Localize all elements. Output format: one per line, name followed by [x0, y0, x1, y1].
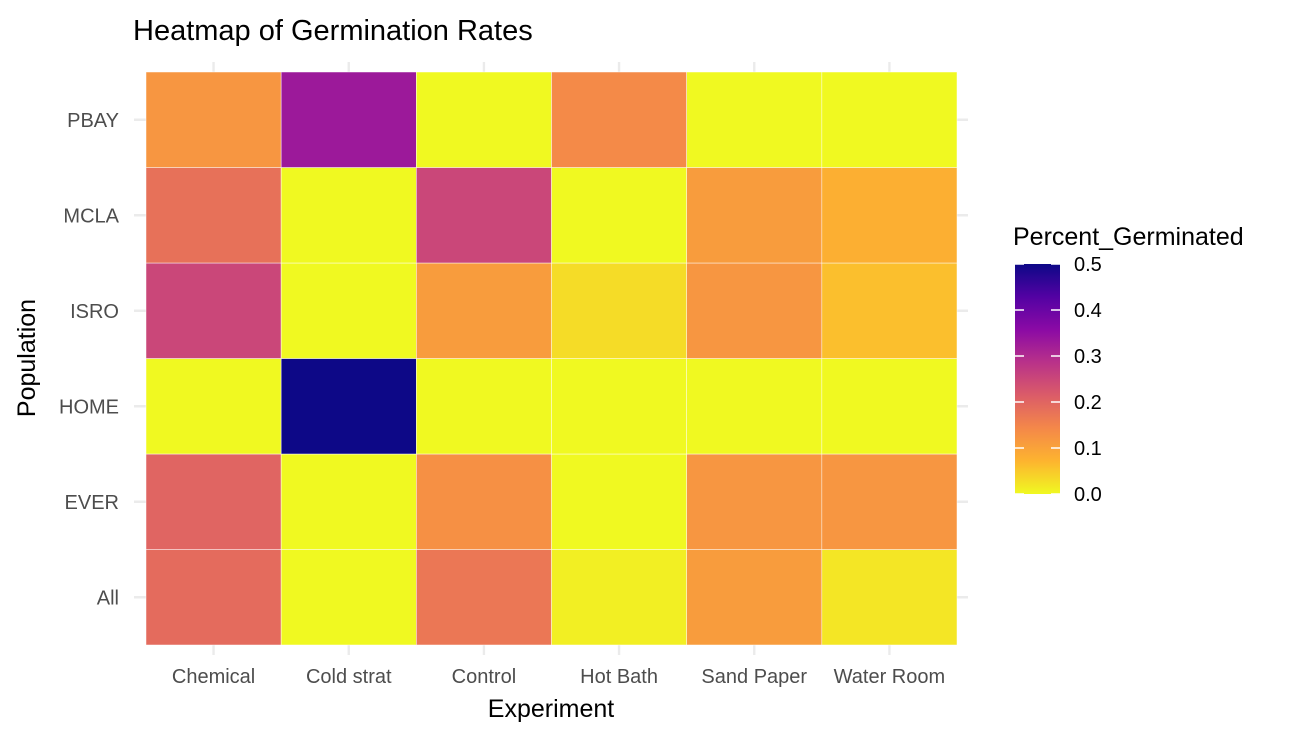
heatmap-cell: [416, 167, 552, 264]
heatmap-cell: [280, 71, 417, 168]
heatmap-cell: [280, 262, 417, 359]
legend-ticks: 0.0 0.1 0.2 0.3 0.4 0.5: [1015, 254, 1102, 506]
heatmap-cell: [145, 358, 282, 455]
heatmap-cell: [145, 167, 282, 264]
legend-tick-label: 0.4: [1074, 300, 1102, 322]
heatmap-cell: [821, 549, 958, 646]
legend-tick-label: 0.1: [1074, 438, 1102, 460]
heatmap-tiles: [145, 71, 958, 646]
heatmap-cell: [416, 453, 552, 550]
heatmap-cell: [416, 71, 552, 168]
heatmap-cell: [551, 453, 687, 550]
heatmap-cell: [145, 71, 282, 168]
heatmap-cell: [145, 549, 282, 646]
heatmap-cell: [145, 453, 282, 550]
heatmap-cell: [821, 71, 958, 168]
legend-tick-label: 0.3: [1074, 346, 1102, 368]
legend-title: Percent_Germinated: [1013, 223, 1244, 251]
legend-tick-label: 0.5: [1074, 254, 1102, 276]
x-axis-title: Experiment: [488, 695, 614, 723]
y-tick-label: EVER: [65, 492, 119, 514]
legend-tick-label: 0.0: [1074, 484, 1102, 506]
y-axis-tick-labels: All EVER HOME ISRO MCLA PBAY: [59, 110, 120, 610]
heatmap-cell: [686, 453, 823, 550]
heatmap-cell: [686, 358, 823, 455]
heatmap-cell: [145, 262, 282, 359]
heatmap-cell: [686, 71, 823, 168]
heatmap-cell: [686, 549, 823, 646]
legend-colorbar: [1015, 264, 1060, 494]
y-axis-title: Population: [13, 299, 41, 417]
heatmap-cell: [686, 262, 823, 359]
legend-tick-label: 0.2: [1074, 392, 1102, 414]
y-tick-label: PBAY: [67, 110, 119, 132]
heatmap-cell: [821, 453, 958, 550]
heatmap-cell: [821, 167, 958, 264]
x-tick-label: Control: [452, 666, 516, 688]
y-tick-label: ISRO: [70, 301, 119, 323]
heatmap-cell: [821, 358, 958, 455]
x-tick-label: Sand Paper: [701, 666, 807, 688]
heatmap-cell: [821, 262, 958, 359]
heatmap-cell: [280, 549, 417, 646]
y-tick-label: HOME: [59, 396, 119, 418]
heatmap-cell: [416, 358, 552, 455]
heatmap-cell: [551, 358, 687, 455]
y-tick-label: All: [97, 587, 119, 609]
heatmap-cell: [416, 262, 552, 359]
heatmap-cell: [416, 549, 552, 646]
x-tick-label: Cold strat: [306, 666, 392, 688]
chart-title: Heatmap of Germination Rates: [133, 15, 533, 47]
heatmap-cell: [280, 358, 417, 455]
x-tick-label: Hot Bath: [580, 666, 658, 688]
y-tick-label: MCLA: [63, 205, 119, 227]
heatmap-cell: [551, 167, 687, 264]
x-tick-label: Water Room: [834, 666, 946, 688]
heatmap-cell: [551, 71, 687, 168]
x-axis-tick-labels: Chemical Cold strat Control Hot Bath Sand Pa…: [172, 666, 945, 688]
x-tick-label: Chemical: [172, 666, 255, 688]
heatmap-cell: [686, 167, 823, 264]
heatmap-cell: [551, 262, 687, 359]
heatmap-cell: [280, 167, 417, 264]
heatmap-cell: [551, 549, 687, 646]
heatmap-cell: [280, 453, 417, 550]
color-legend: Percent_Germinated 0.0 0.1 0.2 0.3 0.4 0.5: [1013, 223, 1244, 506]
